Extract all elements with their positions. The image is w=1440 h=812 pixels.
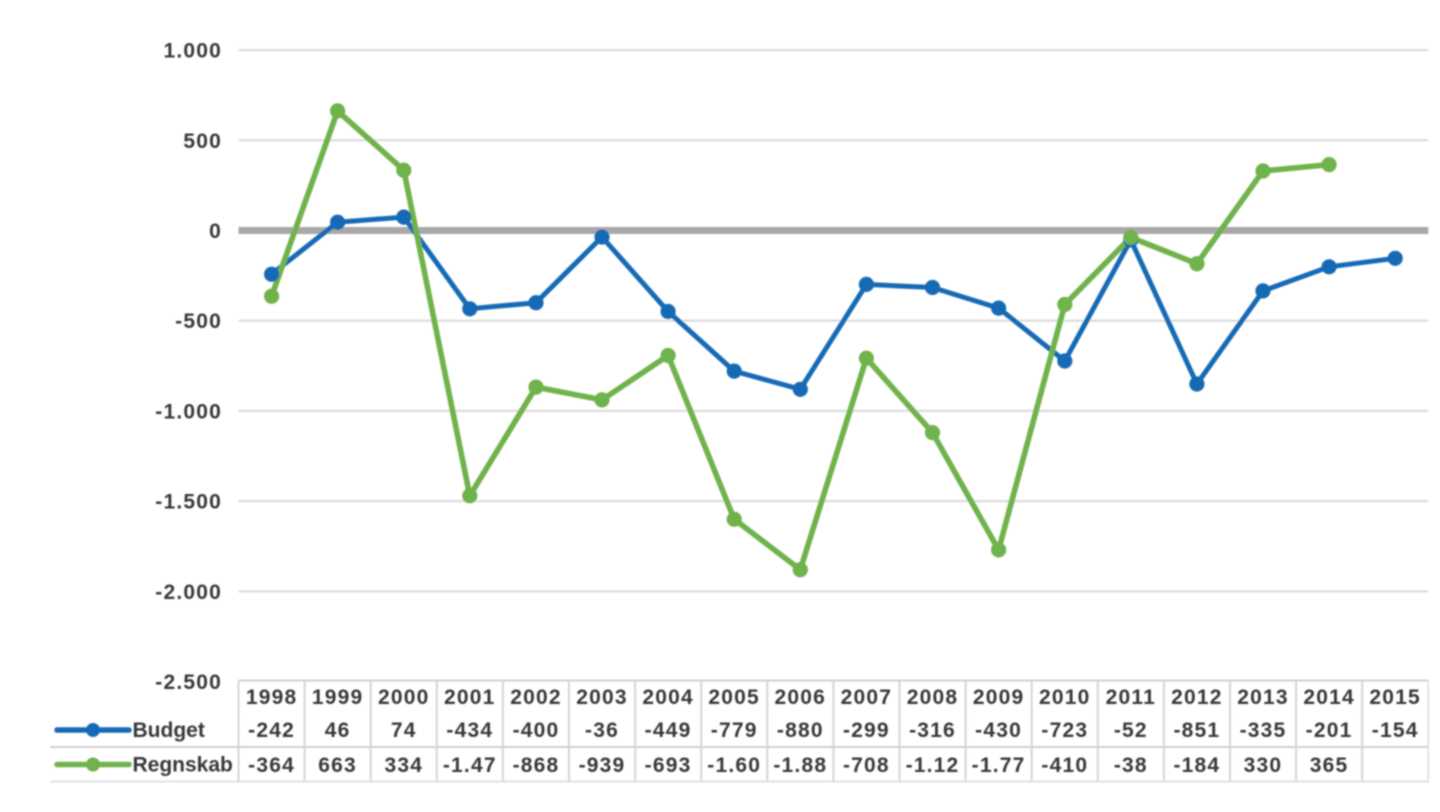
- svg-text:-693: -693: [645, 754, 692, 777]
- svg-text:-38: -38: [1114, 754, 1148, 777]
- svg-text:330: 330: [1244, 754, 1283, 777]
- svg-text:-1.500: -1.500: [155, 491, 222, 514]
- svg-text:-434: -434: [446, 719, 493, 742]
- svg-text:2006: 2006: [775, 686, 827, 709]
- svg-text:-335: -335: [1240, 719, 1287, 742]
- svg-text:-1.000: -1.000: [155, 400, 222, 423]
- svg-text:-1.77: -1.77: [972, 754, 1026, 777]
- svg-text:-52: -52: [1114, 719, 1148, 742]
- svg-text:-1.47: -1.47: [443, 754, 497, 777]
- svg-text:2010: 2010: [1039, 686, 1091, 709]
- svg-text:2014: 2014: [1303, 686, 1355, 709]
- svg-text:-1.60: -1.60: [707, 754, 761, 777]
- svg-text:-708: -708: [843, 754, 890, 777]
- svg-text:2009: 2009: [973, 686, 1025, 709]
- svg-text:0: 0: [209, 220, 222, 243]
- svg-text:2003: 2003: [576, 686, 628, 709]
- svg-text:-723: -723: [1041, 719, 1088, 742]
- svg-text:-154: -154: [1372, 719, 1419, 742]
- svg-text:-868: -868: [513, 754, 560, 777]
- svg-text:365: 365: [1310, 754, 1349, 777]
- svg-text:2011: 2011: [1106, 686, 1156, 709]
- svg-text:-500: -500: [175, 310, 222, 333]
- svg-text:-364: -364: [248, 754, 295, 777]
- svg-text:-2.000: -2.000: [155, 581, 222, 604]
- svg-text:-1.88: -1.88: [773, 754, 827, 777]
- svg-text:Budget: Budget: [133, 719, 205, 742]
- svg-text:-2.500: -2.500: [155, 671, 222, 694]
- svg-text:2007: 2007: [841, 686, 893, 709]
- svg-text:2013: 2013: [1237, 686, 1289, 709]
- svg-text:-201: -201: [1306, 719, 1353, 742]
- svg-text:2008: 2008: [907, 686, 959, 709]
- svg-text:2012: 2012: [1171, 686, 1223, 709]
- svg-text:-779: -779: [711, 719, 758, 742]
- svg-text:1998: 1998: [246, 686, 298, 709]
- svg-text:2002: 2002: [510, 686, 562, 709]
- svg-text:-242: -242: [248, 719, 295, 742]
- svg-text:-880: -880: [777, 719, 824, 742]
- svg-text:74: 74: [391, 719, 417, 742]
- svg-text:-36: -36: [585, 719, 619, 742]
- svg-text:334: 334: [384, 754, 423, 777]
- svg-text:-430: -430: [975, 719, 1022, 742]
- svg-text:1999: 1999: [312, 686, 364, 709]
- svg-text:1.000: 1.000: [163, 40, 222, 63]
- svg-text:-184: -184: [1173, 754, 1220, 777]
- svg-text:-400: -400: [513, 719, 560, 742]
- svg-text:-316: -316: [909, 719, 956, 742]
- svg-text:-939: -939: [579, 754, 626, 777]
- svg-text:Regnskab: Regnskab: [133, 754, 233, 777]
- svg-text:2000: 2000: [378, 686, 430, 709]
- svg-text:2004: 2004: [642, 686, 694, 709]
- svg-text:-1.12: -1.12: [906, 754, 960, 777]
- svg-text:-449: -449: [645, 719, 692, 742]
- svg-text:-410: -410: [1041, 754, 1088, 777]
- svg-text:46: 46: [325, 719, 351, 742]
- svg-text:2015: 2015: [1369, 686, 1421, 709]
- svg-text:-299: -299: [843, 719, 890, 742]
- svg-text:-851: -851: [1173, 719, 1220, 742]
- svg-text:500: 500: [183, 130, 222, 153]
- svg-text:2005: 2005: [708, 686, 760, 709]
- svg-text:2001: 2001: [444, 686, 496, 709]
- svg-text:663: 663: [318, 754, 357, 777]
